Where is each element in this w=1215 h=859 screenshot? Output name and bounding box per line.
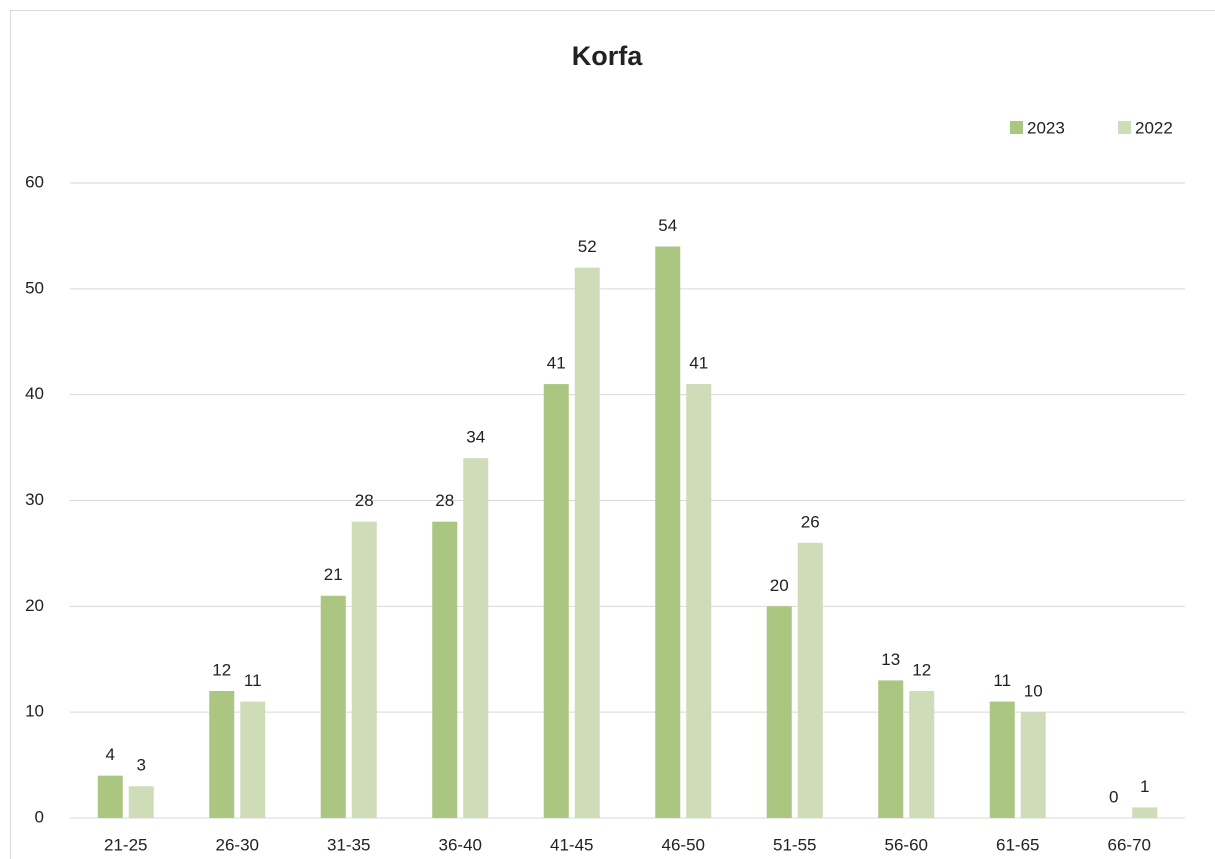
y-tick-label: 40 [25,384,44,403]
bar [543,384,569,818]
value-label: 54 [658,216,677,235]
y-tick-label: 50 [25,278,44,297]
bar [909,691,935,818]
x-tick-label: 21-25 [104,835,147,854]
bar [574,267,600,819]
bar [655,246,681,818]
bar [209,691,235,818]
x-tick-label: 51-55 [773,835,816,854]
bar [432,521,458,818]
y-tick-label: 10 [25,702,44,721]
value-label: 28 [435,491,454,510]
bar [320,595,346,818]
bar [351,521,377,818]
x-tick-label: 61-65 [996,835,1039,854]
bar [463,458,489,818]
value-label: 41 [689,354,708,373]
y-tick-label: 30 [25,490,44,509]
value-label: 13 [881,650,900,669]
bar [240,701,266,818]
bar [1132,807,1158,818]
value-label: 11 [993,671,1011,690]
legend-label: 2022 [1135,118,1173,137]
value-label: 11 [244,671,262,690]
value-label: 12 [912,660,931,679]
value-label: 52 [578,237,597,256]
x-tick-label: 41-45 [550,835,593,854]
y-tick-label: 60 [25,172,44,191]
value-label: 28 [355,491,374,510]
value-label: 41 [547,354,566,373]
bar [128,786,154,818]
y-tick-label: 20 [25,596,44,615]
value-label: 34 [466,428,485,447]
x-tick-label: 36-40 [439,835,482,854]
chart-title: Korfa [572,41,643,71]
value-label: 3 [137,756,146,775]
bar [797,542,823,818]
value-label: 1 [1140,777,1149,796]
value-label: 26 [801,512,820,531]
x-tick-label: 31-35 [327,835,370,854]
bar [989,701,1015,818]
x-tick-label: 66-70 [1108,835,1151,854]
bar [766,606,792,818]
value-label: 10 [1024,682,1043,701]
y-tick-label: 0 [35,807,44,826]
bar [878,680,904,818]
legend-label: 2023 [1027,118,1065,137]
value-label: 0 [1109,787,1118,806]
chart-border [10,10,1215,859]
x-tick-label: 26-30 [216,835,259,854]
legend-swatch [1010,121,1023,134]
value-label: 20 [770,576,789,595]
x-tick-label: 46-50 [662,835,705,854]
bar [1020,712,1046,818]
legend-swatch [1118,121,1131,134]
value-label: 4 [106,745,115,764]
x-tick-label: 56-60 [885,835,928,854]
value-label: 12 [212,660,231,679]
value-label: 21 [324,565,343,584]
bar [97,775,123,818]
bar [686,384,712,818]
